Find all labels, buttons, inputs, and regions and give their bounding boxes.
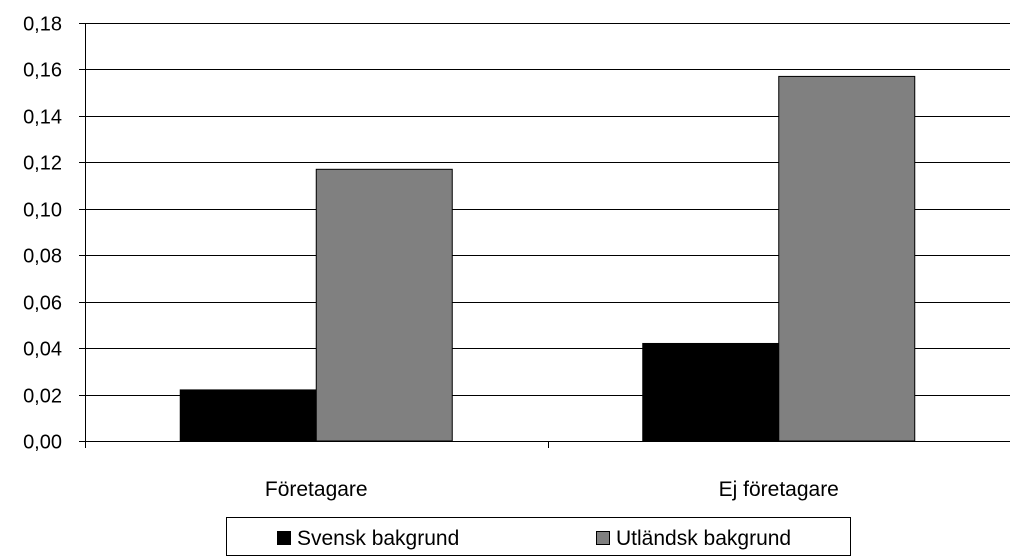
bars: [179, 75, 916, 442]
x-category-label: Ej företagare: [719, 478, 839, 501]
legend-swatch: [277, 531, 291, 545]
y-tick-label: 0,00: [23, 432, 62, 454]
y-tick-label: 0,14: [23, 107, 62, 129]
y-tick-label: 0,08: [23, 246, 62, 268]
legend-box: [226, 517, 851, 556]
y-tick-label: 0,12: [23, 153, 62, 175]
bar-utlandsk-1: [778, 75, 916, 442]
x-category-label: Företagare: [265, 478, 368, 501]
legend-label: Utländsk bakgrund: [616, 527, 791, 550]
legend-swatch: [596, 531, 610, 545]
bar-svensk-0: [179, 389, 317, 442]
y-tick-label: 0,18: [23, 14, 62, 36]
legend-label: Svensk bakgrund: [297, 527, 459, 550]
y-tick-label: 0,06: [23, 293, 62, 315]
bar-utlandsk-0: [315, 168, 453, 442]
y-tick-label: 0,16: [23, 60, 62, 82]
y-tick-label: 0,02: [23, 386, 62, 408]
bar-svensk-1: [642, 342, 780, 442]
y-tick-label: 0,04: [23, 339, 62, 361]
y-tick-label: 0,10: [23, 200, 62, 222]
axes: 0,00 0,02 0,04 0,06 0,08 0,10 0,12 0,14 0,16 0,18…: [23, 14, 1010, 501]
gridlines: [85, 23, 1010, 396]
legend: Svensk bakgrund Utländsk bakgrund: [226, 517, 851, 556]
